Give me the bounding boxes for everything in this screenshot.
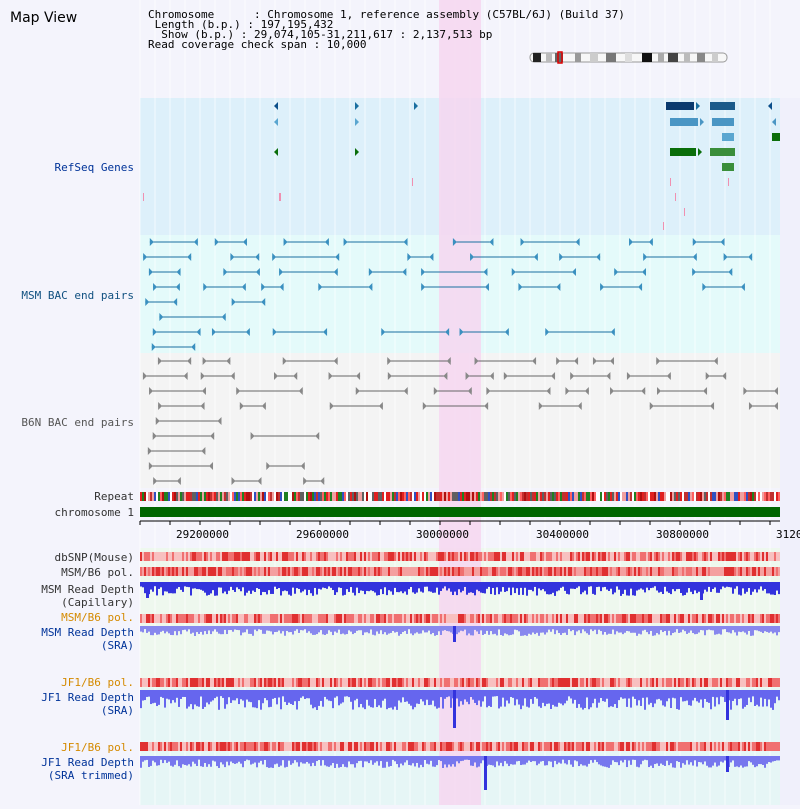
axis-tick-label: 3120 xyxy=(776,528,800,541)
jf1-read-depth-trimmed-label: JF1 Read Depth xyxy=(41,756,134,769)
refseq-track-label[interactable]: RefSeq Genes xyxy=(55,161,134,174)
repeat-track-label: Repeat xyxy=(94,490,134,503)
right-margin xyxy=(780,98,800,805)
axis-tick-label: 30400000 xyxy=(536,528,589,541)
chromosome-ideogram[interactable] xyxy=(529,51,728,64)
msm-read-depth-capillary-label: MSM Read Depth xyxy=(41,583,134,596)
position-axis: 29200000 29600000 30000000 30400000 3080… xyxy=(139,520,800,541)
jf1-read-depth-trimmed-sublabel: (SRA trimmed) xyxy=(48,769,134,782)
page-title: Map View xyxy=(10,10,78,26)
coverage-span-line: Read coverage check span : 10,000 xyxy=(148,38,367,51)
msm-b6-pol-label: MSM/B6 pol. xyxy=(61,566,134,579)
show-range-line: Show (b.p.) : 29,074,105-31,211,617 : 2,… xyxy=(148,28,493,41)
highlight-region[interactable] xyxy=(439,0,481,805)
msm-read-depth-sra-label: MSM Read Depth xyxy=(41,626,134,639)
chromosome-bar[interactable] xyxy=(140,507,780,517)
axis-tick-label: 29200000 xyxy=(176,528,229,541)
b6n-bac-track-label[interactable]: B6N BAC end pairs xyxy=(21,416,134,429)
msm-read-depth-capillary-sublabel: (Capillary) xyxy=(61,596,134,609)
chromosome-track-label: chromosome 1 xyxy=(55,506,134,519)
dbsnp-label: dbSNP(Mouse) xyxy=(55,551,134,564)
length-line: Length (b.p.) : 197,195,432 xyxy=(148,18,334,31)
variation-and-depth-tracks[interactable] xyxy=(140,552,780,790)
axis-tick-label: 30800000 xyxy=(656,528,709,541)
jf1-b6-pol-label-2: JF1/B6 pol. xyxy=(61,741,134,754)
jf1-b6-pol-label: JF1/B6 pol. xyxy=(61,676,134,689)
repeat-track[interactable] xyxy=(140,492,780,501)
msm-bac-track-label[interactable]: MSM BAC end pairs xyxy=(21,289,134,302)
chromosome-info: Chromosome : Chromosome 1, reference ass… xyxy=(148,8,625,51)
msm-bac-end-pairs[interactable] xyxy=(143,238,753,351)
refseq-genes[interactable] xyxy=(143,102,780,230)
chromosome-line: Chromosome : Chromosome 1, reference ass… xyxy=(148,8,625,21)
msm-b6-pol-label-2: MSM/B6 pol. xyxy=(61,611,134,624)
b6n-bac-end-pairs[interactable] xyxy=(142,357,778,485)
axis-tick-label: 29600000 xyxy=(296,528,349,541)
jf1-read-depth-sra-label: JF1 Read Depth xyxy=(41,691,134,704)
msm-read-depth-sra-sublabel: (SRA) xyxy=(101,639,134,652)
jf1-read-depth-sra-sublabel: (SRA) xyxy=(101,704,134,717)
axis-tick-label: 30000000 xyxy=(416,528,469,541)
